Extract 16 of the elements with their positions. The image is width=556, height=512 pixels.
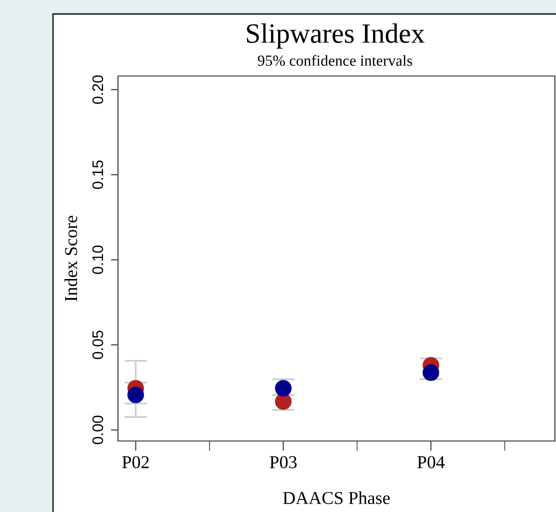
point — [127, 386, 144, 404]
y-tick-label: 0.15 — [92, 160, 104, 189]
chart-title: Slipwares Index — [246, 23, 425, 49]
y-tick-label: 0.00 — [92, 416, 104, 444]
x-tick-label: P03 — [270, 456, 297, 468]
chart-subtitle: 95% confidence intervals — [258, 54, 412, 66]
y-tick-label: 0.20 — [92, 75, 104, 104]
point — [422, 364, 440, 381]
y-axis-title: Index Score — [64, 216, 78, 302]
point — [275, 393, 292, 410]
x-tick-label: P02 — [122, 456, 149, 468]
y-tick-label: 0.05 — [92, 330, 104, 360]
x-axis-title: DAACS Phase — [283, 491, 390, 504]
point — [275, 380, 292, 397]
y-tick-label: 0.10 — [92, 246, 104, 274]
x-tick-label: P04 — [417, 456, 445, 468]
